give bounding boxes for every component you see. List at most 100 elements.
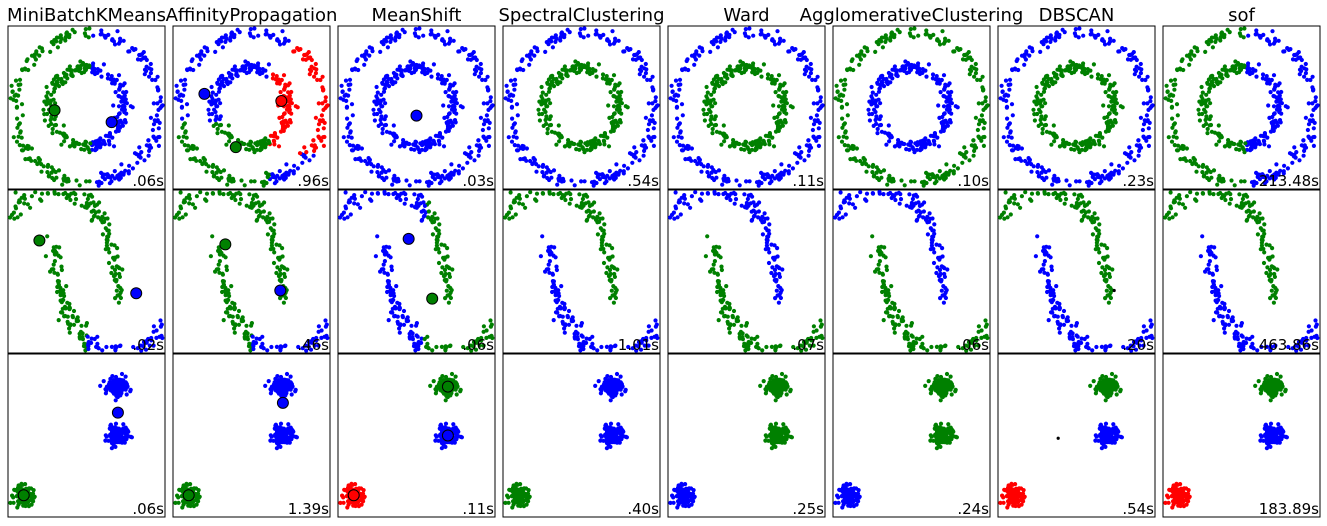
timing-label: .46s <box>297 336 329 354</box>
data-point <box>724 31 729 36</box>
data-point <box>1192 45 1197 50</box>
data-point <box>477 148 482 153</box>
data-point <box>878 169 883 175</box>
data-point <box>1077 64 1082 69</box>
data-point <box>524 194 530 199</box>
data-point <box>242 68 247 73</box>
data-point <box>54 35 60 40</box>
data-point <box>124 111 129 116</box>
data-point <box>1046 84 1052 89</box>
data-point <box>952 163 957 168</box>
data-point <box>1144 113 1149 118</box>
data-point <box>790 166 796 171</box>
data-point <box>1055 67 1060 72</box>
data-point <box>1146 135 1151 140</box>
data-point <box>247 192 252 197</box>
data-point <box>440 265 445 270</box>
data-point <box>1040 126 1045 132</box>
data-point <box>386 282 391 287</box>
data-point <box>271 260 277 266</box>
data-point <box>1102 176 1107 181</box>
data-point <box>1141 122 1147 127</box>
data-point <box>611 73 617 78</box>
data-point <box>1034 84 1039 90</box>
data-point <box>155 74 160 79</box>
data-point <box>217 259 222 264</box>
data-point <box>180 116 185 121</box>
column-title: sof <box>1228 5 1255 26</box>
data-point <box>834 83 839 88</box>
data-point <box>247 341 252 346</box>
data-point <box>762 33 767 39</box>
data-point <box>443 344 448 349</box>
data-point <box>1216 131 1221 136</box>
data-point <box>319 138 324 143</box>
data-point <box>875 81 880 86</box>
data-point <box>116 300 121 305</box>
data-point <box>775 29 780 34</box>
data-point <box>8 96 13 101</box>
data-point <box>187 66 193 71</box>
data-point <box>60 306 65 311</box>
data-point <box>1303 61 1308 67</box>
data-point <box>87 64 92 69</box>
data-point <box>474 143 479 148</box>
data-point <box>259 344 264 349</box>
data-point <box>417 179 422 184</box>
data-point <box>372 112 377 117</box>
data-point <box>1148 99 1153 104</box>
data-point <box>264 28 269 33</box>
data-point <box>744 179 749 184</box>
data-point <box>655 103 660 108</box>
data-point <box>678 129 683 134</box>
data-point <box>102 33 107 39</box>
data-point <box>390 182 395 187</box>
data-point <box>180 215 185 220</box>
data-point <box>1178 157 1183 162</box>
data-point <box>936 39 942 44</box>
data-point <box>606 144 612 149</box>
data-point <box>33 158 38 164</box>
data-point <box>963 57 969 62</box>
data-point <box>600 216 605 221</box>
data-point <box>437 142 442 147</box>
data-point <box>251 341 256 346</box>
data-point <box>447 177 452 182</box>
data-point <box>441 144 447 149</box>
data-point <box>886 131 891 136</box>
data-point <box>862 45 867 50</box>
data-point <box>1007 121 1013 126</box>
data-point <box>283 173 288 178</box>
data-point <box>1212 130 1217 135</box>
data-point <box>111 39 116 44</box>
data-point <box>708 49 713 55</box>
data-point <box>221 192 226 197</box>
data-point <box>44 84 49 90</box>
data-point <box>515 113 520 118</box>
data-point <box>888 135 893 140</box>
data-point <box>72 201 77 206</box>
data-point <box>772 169 777 174</box>
data-point <box>1271 104 1277 109</box>
data-point <box>457 163 462 168</box>
data-point <box>1107 94 1112 99</box>
data-point <box>1057 35 1062 40</box>
data-point <box>386 318 391 323</box>
data-point <box>237 29 242 35</box>
cluster-center <box>402 232 415 245</box>
data-point <box>1194 169 1199 174</box>
data-point <box>46 174 51 179</box>
data-point <box>57 245 62 250</box>
data-point <box>1128 57 1133 62</box>
data-point <box>754 145 759 151</box>
data-point <box>55 272 61 277</box>
data-point <box>20 148 26 153</box>
data-point <box>323 99 328 104</box>
data-point <box>759 74 764 79</box>
data-point <box>413 27 418 32</box>
data-point <box>232 330 237 335</box>
data-point <box>1004 98 1009 103</box>
data-point <box>797 145 802 150</box>
data-point <box>312 74 317 79</box>
data-point <box>875 175 880 181</box>
